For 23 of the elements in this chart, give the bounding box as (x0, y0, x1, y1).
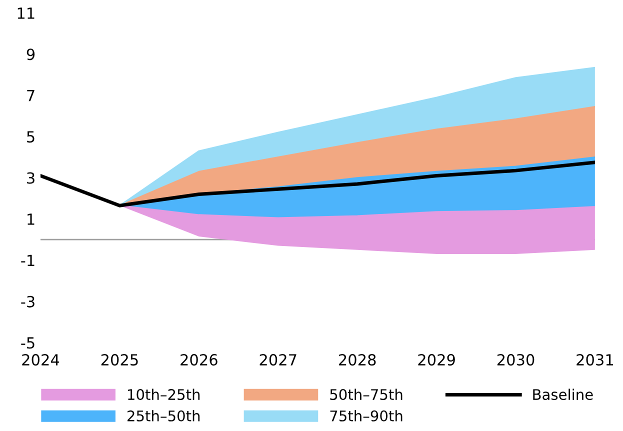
x-tick-label: 2024 (22, 354, 60, 366)
x-tick-label: 2028 (339, 354, 376, 366)
x-tick-label: 2025 (101, 354, 138, 366)
line-series (40, 160, 595, 208)
x-tick-label: 2027 (260, 354, 296, 366)
legend-label: 25th–50th (128, 410, 200, 422)
y-tick-label: -5 (21, 337, 34, 349)
y-tick-label: 3 (27, 172, 34, 184)
y-tick-label: -3 (21, 296, 34, 308)
x-tick-label: 2031 (576, 354, 613, 366)
y-tick-label: 11 (18, 8, 34, 19)
legend-label: Baseline (533, 388, 593, 400)
y-tick-label: 9 (26, 48, 35, 60)
x-tick-label: 2030 (497, 354, 534, 366)
y-tick-label: -1 (21, 254, 34, 266)
y-tick-label: 5 (27, 131, 34, 143)
y-tick-label: 7 (27, 90, 34, 102)
legend-label: 50th–75th (330, 388, 402, 400)
x-tick-label: 2029 (418, 354, 455, 366)
legend-label: 10th–25th (128, 388, 200, 400)
legend-label: 75th–90th (330, 410, 402, 422)
x-tick-label: 2026 (180, 354, 218, 366)
y-tick-label: 1 (28, 214, 34, 225)
